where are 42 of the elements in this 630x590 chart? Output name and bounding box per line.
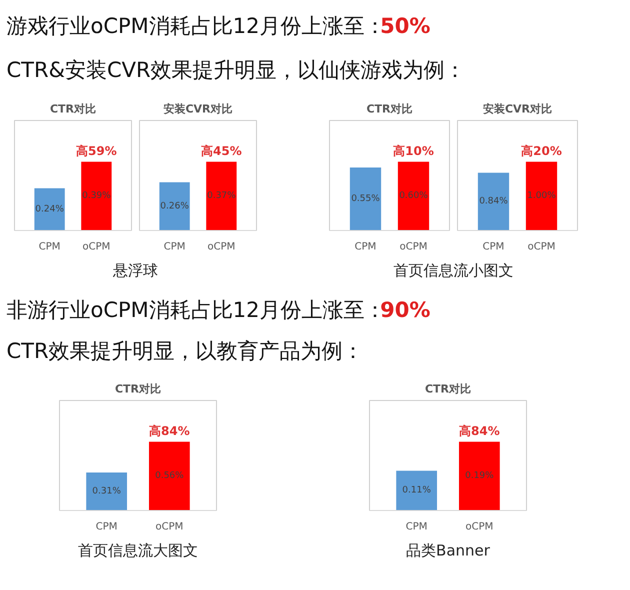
- chart-title: 安装CVR对比: [482, 102, 552, 116]
- x-tick-label: CPM: [164, 242, 186, 252]
- chart-title: CTR对比: [366, 102, 413, 116]
- data-label: 1.00%: [527, 191, 556, 202]
- x-tick-label: CPM: [406, 522, 428, 532]
- text: 首页信息流小图文: [394, 262, 514, 280]
- x-tick-label: CPM: [96, 522, 118, 532]
- x-tick-label: oCPM: [528, 242, 556, 252]
- text: 品类Banner: [406, 542, 491, 560]
- data-label: 0.55%: [351, 194, 380, 204]
- x-tick-label: oCPM: [82, 242, 110, 252]
- x-tick-label: oCPM: [208, 242, 236, 252]
- text: 高84%: [149, 424, 190, 438]
- text: 高10%: [393, 144, 434, 158]
- text: CTR&安装CVR效果提升明显，以仙侠游戏为例：: [6, 58, 466, 82]
- x-tick-label: CPM: [482, 242, 504, 252]
- x-tick-label: oCPM: [156, 522, 184, 532]
- text: 高84%: [459, 424, 500, 438]
- chart-title: CTR对比: [50, 102, 96, 116]
- text: 悬浮球: [112, 262, 158, 280]
- x-tick-label: CPM: [354, 242, 376, 252]
- chart-title: 安装CVR对比: [163, 102, 233, 116]
- text: 高45%: [201, 144, 242, 158]
- data-label: 0.19%: [465, 471, 494, 482]
- text: 高59%: [76, 144, 117, 158]
- x-tick-label: CPM: [38, 242, 60, 252]
- x-tick-label: oCPM: [400, 242, 428, 252]
- data-label: 0.24%: [35, 204, 64, 214]
- data-label: 0.26%: [160, 201, 190, 212]
- data-label: 0.84%: [479, 196, 508, 207]
- data-label: 0.31%: [92, 486, 122, 496]
- chart-title: CTR对比: [424, 382, 472, 396]
- text: 高20%: [521, 144, 562, 158]
- data-label: 0.60%: [399, 191, 428, 202]
- text: CTR效果提升明显，以教育产品为例：: [6, 339, 364, 364]
- text: 首页信息流大图文: [78, 542, 198, 560]
- data-label: 0.37%: [207, 191, 236, 202]
- chart-title: CTR对比: [114, 382, 162, 396]
- data-label: 0.11%: [402, 486, 432, 496]
- x-tick-label: oCPM: [466, 522, 494, 532]
- data-label: 0.39%: [82, 191, 112, 202]
- data-label: 0.56%: [155, 471, 184, 482]
